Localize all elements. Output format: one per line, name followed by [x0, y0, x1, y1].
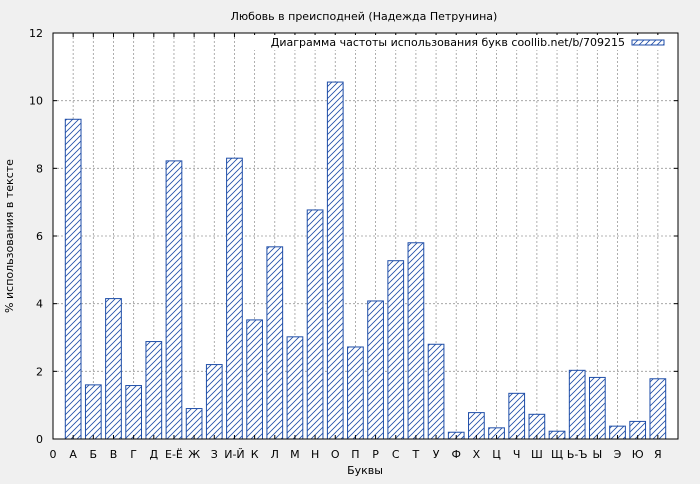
bar	[64, 118, 82, 440]
x-tick-label: Ш	[531, 448, 543, 461]
legend-label: Диаграмма частоты использования букв coo…	[271, 36, 625, 49]
x-tick-label: Ж	[188, 448, 200, 461]
bar	[347, 346, 364, 440]
x-tick-label: Д	[150, 448, 159, 461]
x-tick-label: М	[290, 448, 300, 461]
x-tick-label: Щ	[551, 448, 563, 461]
x-tick-label: С	[392, 448, 400, 461]
y-tick-label: 8	[36, 162, 43, 175]
y-tick-label: 4	[36, 298, 43, 311]
x-tick-label: Ы	[592, 448, 602, 461]
x-tick-label: Ь-Ъ	[567, 448, 588, 461]
x-tick-label: Т	[412, 448, 420, 461]
bar	[145, 341, 163, 440]
x-tick-label: У	[433, 448, 440, 461]
x-tick-label: Ц	[492, 448, 501, 461]
bar	[427, 343, 445, 440]
bar	[226, 157, 243, 440]
bar	[407, 242, 425, 440]
x-tick-label: Н	[311, 448, 319, 461]
y-tick-label: 10	[29, 95, 43, 108]
x-tick-label: К	[251, 448, 259, 461]
x-tick-label: Я	[654, 448, 662, 461]
legend: Диаграмма частоты использования букв coo…	[240, 35, 672, 50]
x-tick-label: Э	[614, 448, 622, 461]
bar	[588, 376, 606, 440]
bar	[649, 378, 667, 440]
y-axis-label: % использования в тексте	[3, 159, 16, 313]
bar	[508, 392, 526, 440]
x-tick-label: 0	[50, 448, 57, 461]
bar	[205, 364, 223, 440]
x-tick-label: Х	[473, 448, 481, 461]
bar	[367, 300, 384, 440]
legend-box	[240, 35, 672, 50]
bar	[266, 246, 284, 440]
y-tick-label: 2	[36, 365, 43, 378]
x-tick-label: Б	[90, 448, 98, 461]
bar	[568, 369, 586, 440]
bar	[326, 81, 344, 440]
x-tick-label: Ф	[451, 448, 460, 461]
bar	[246, 319, 263, 440]
x-tick-label: З	[211, 448, 218, 461]
x-tick-label: Ю	[632, 448, 644, 461]
x-tick-label: П	[351, 448, 359, 461]
x-axis-label: Буквы	[347, 464, 383, 477]
bar	[286, 336, 304, 440]
bar	[105, 298, 122, 440]
x-tick-label: Л	[271, 448, 279, 461]
x-tick-label: Р	[372, 448, 379, 461]
legend-swatch	[631, 39, 665, 46]
y-tick-label: 6	[36, 230, 43, 243]
bar	[185, 408, 203, 440]
x-tick-label: И-Й	[224, 448, 244, 461]
bar	[125, 385, 143, 440]
y-tick-label: 12	[29, 27, 43, 40]
x-tick-label: А	[69, 448, 77, 461]
bar	[306, 209, 324, 440]
x-tick-label: Г	[130, 448, 137, 461]
x-tick-label: Е-Ё	[165, 448, 183, 461]
x-tick-label: О	[331, 448, 340, 461]
chart-title: Любовь в преисподней (Надежда Петрунина)	[231, 10, 498, 23]
bar	[84, 384, 102, 440]
x-tick-label: В	[110, 448, 118, 461]
bar	[165, 160, 183, 440]
y-tick-label: 0	[36, 433, 43, 446]
bar	[387, 260, 405, 440]
x-tick-label: Ч	[513, 448, 521, 461]
